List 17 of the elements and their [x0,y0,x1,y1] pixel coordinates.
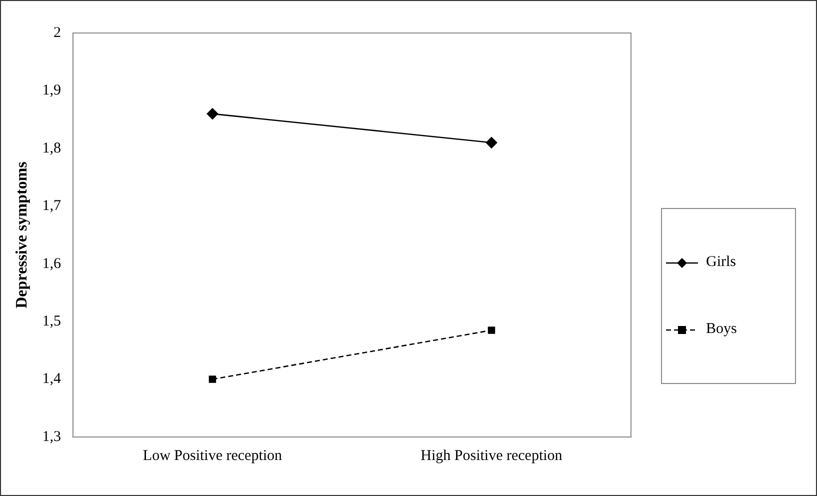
y-tick-label: 1,6 [42,256,62,272]
point [486,137,498,148]
y-axis-title: Depressive symptoms [14,162,31,308]
x-tick-label: Low Positive reception [142,448,283,464]
y-tick-label: 1,8 [42,140,61,156]
y-tick-label: 1,3 [42,428,61,445]
y-tick-label: 1,9 [42,82,61,99]
point [206,108,218,120]
legend-label: Girls [706,254,736,271]
point [208,376,216,383]
point [488,326,496,334]
x-tick-label: High Positive reception [420,448,563,464]
legend-label: Boys [706,321,737,338]
y-tick-label: 1,7 [42,198,62,214]
y-tick-label: 2 [53,24,61,41]
y-tick-label: 1,5 [42,314,61,330]
y-tick-label: 1,4 [42,371,62,388]
